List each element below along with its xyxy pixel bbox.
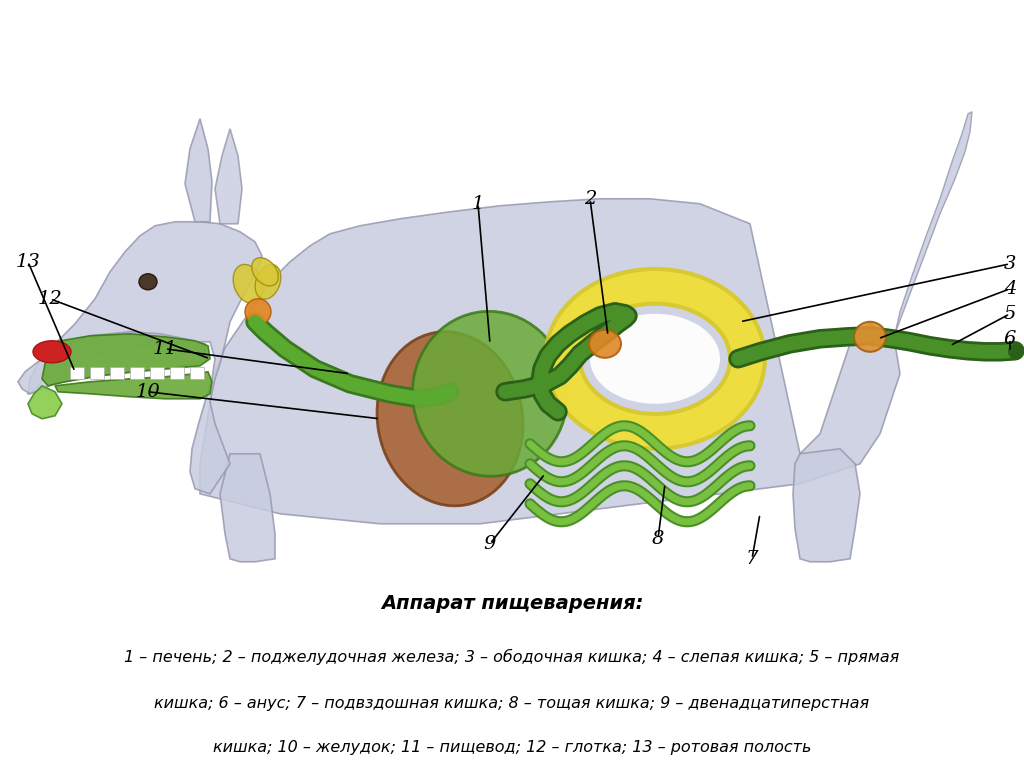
Text: 12: 12 bbox=[38, 290, 62, 308]
Bar bbox=[130, 367, 144, 379]
Polygon shape bbox=[42, 334, 210, 386]
Bar bbox=[150, 367, 164, 379]
Text: 9: 9 bbox=[483, 535, 497, 553]
Ellipse shape bbox=[413, 311, 567, 476]
Text: кишка; 10 – желудок; 11 – пищевод; 12 – глотка; 13 – ротовая полость: кишка; 10 – желудок; 11 – пищевод; 12 – … bbox=[213, 739, 811, 755]
Bar bbox=[90, 367, 104, 379]
Text: 8: 8 bbox=[652, 530, 665, 548]
Polygon shape bbox=[215, 129, 242, 224]
Text: 13: 13 bbox=[15, 253, 40, 271]
Ellipse shape bbox=[233, 265, 263, 303]
Bar bbox=[190, 367, 204, 379]
Polygon shape bbox=[55, 372, 212, 399]
Polygon shape bbox=[793, 449, 860, 561]
Text: 7: 7 bbox=[745, 550, 758, 568]
Text: 6: 6 bbox=[1004, 330, 1016, 347]
Ellipse shape bbox=[377, 331, 523, 506]
Ellipse shape bbox=[255, 265, 281, 299]
Ellipse shape bbox=[245, 299, 271, 324]
Text: 5: 5 bbox=[1004, 304, 1016, 323]
Text: 3: 3 bbox=[1004, 255, 1016, 273]
Ellipse shape bbox=[252, 258, 279, 286]
Text: кишка; 6 – анус; 7 – подвздошная кишка; 8 – тощая кишка; 9 – двенадцатиперстная: кишка; 6 – анус; 7 – подвздошная кишка; … bbox=[155, 696, 869, 711]
Bar bbox=[170, 367, 184, 379]
Text: 4: 4 bbox=[1004, 280, 1016, 298]
Polygon shape bbox=[895, 112, 972, 334]
Text: 2: 2 bbox=[584, 189, 596, 208]
Text: 1: 1 bbox=[472, 195, 484, 212]
Polygon shape bbox=[185, 119, 212, 222]
Polygon shape bbox=[28, 222, 262, 494]
Ellipse shape bbox=[854, 322, 886, 352]
Ellipse shape bbox=[589, 330, 621, 357]
Ellipse shape bbox=[139, 274, 157, 290]
Ellipse shape bbox=[33, 341, 71, 363]
Text: 11: 11 bbox=[153, 340, 177, 357]
Bar bbox=[70, 367, 84, 379]
Polygon shape bbox=[200, 199, 900, 524]
Polygon shape bbox=[28, 386, 62, 419]
Polygon shape bbox=[18, 332, 205, 393]
Ellipse shape bbox=[590, 314, 720, 403]
Text: Аппарат пищеварения:: Аппарат пищеварения: bbox=[381, 594, 643, 613]
Text: 1 – печень; 2 – поджелудочная железа; 3 – ободочная кишка; 4 – слепая кишка; 5 –: 1 – печень; 2 – поджелудочная железа; 3 … bbox=[124, 649, 900, 666]
Bar bbox=[110, 367, 124, 379]
Polygon shape bbox=[220, 454, 275, 561]
Text: 10: 10 bbox=[135, 383, 161, 401]
